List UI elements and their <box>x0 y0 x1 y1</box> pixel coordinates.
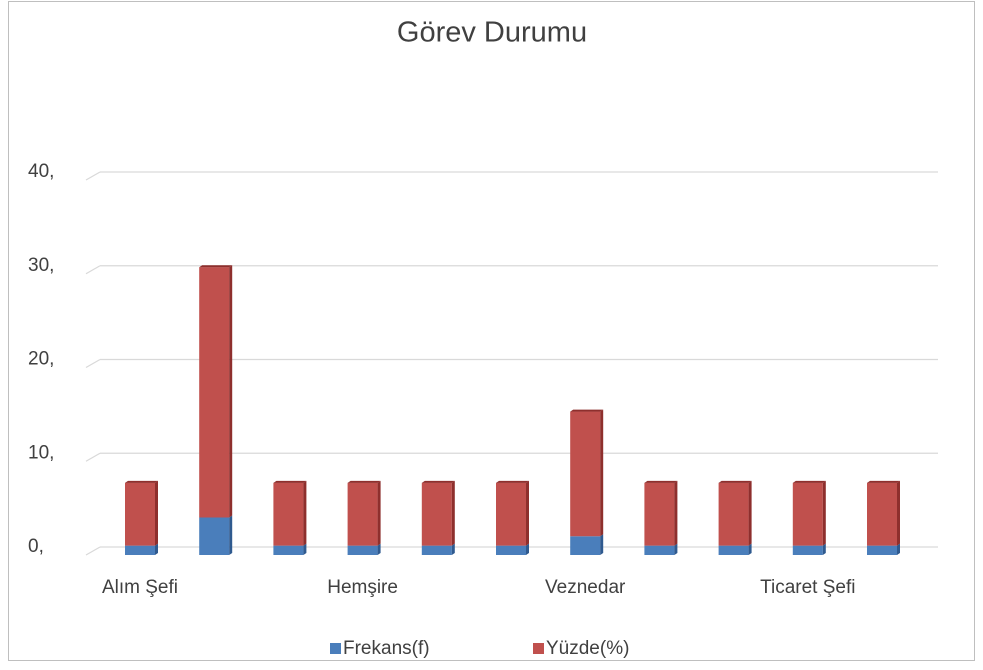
bar-side <box>600 534 604 555</box>
bar-segment <box>718 545 749 555</box>
bar-segment <box>199 517 230 555</box>
chart-frame <box>8 1 975 661</box>
grid-depth <box>85 546 101 556</box>
bar-segment <box>421 545 452 555</box>
bar-segment <box>570 536 601 555</box>
bar-side <box>377 480 381 546</box>
bar-side <box>526 543 529 555</box>
bar-segment <box>199 267 230 518</box>
bar-segment <box>273 482 304 546</box>
chart-title: Görev Durumu <box>397 17 587 49</box>
bar-segment <box>496 482 526 546</box>
bar-segment <box>644 545 675 555</box>
bar-side <box>229 265 233 518</box>
bar-side <box>674 543 678 555</box>
bar-segment <box>421 482 452 546</box>
y-tick-label: 10, <box>28 442 54 463</box>
bar-top <box>867 480 900 483</box>
bar-segment <box>792 482 823 546</box>
x-tick-label: Veznedar <box>545 577 626 598</box>
x-tick-label: Ticaret Şefi <box>760 577 855 598</box>
bar-top <box>644 480 678 483</box>
bar-top <box>199 265 233 268</box>
legend-label: Yüzde(%) <box>546 638 629 659</box>
bar-top <box>718 480 752 483</box>
bar-side <box>155 480 158 546</box>
x-tick-label: Hemşire <box>327 577 398 598</box>
bar-segment <box>496 545 526 555</box>
bar-top <box>421 480 455 483</box>
bar-segment <box>570 411 601 537</box>
bar-top <box>570 409 604 412</box>
bar-top <box>347 480 381 483</box>
bar-segment <box>125 482 155 546</box>
bar-side <box>451 480 455 546</box>
legend-label: Frekans(f) <box>343 638 430 659</box>
bar-segment <box>718 482 749 546</box>
bar-segment <box>644 482 675 546</box>
bar-side <box>229 515 233 555</box>
grid-depth <box>85 358 101 369</box>
bar-side <box>377 543 381 555</box>
bar-side <box>451 543 455 555</box>
legend-swatch <box>533 643 544 654</box>
bar-side <box>748 543 752 555</box>
bar-segment <box>867 482 897 546</box>
bar-segment <box>125 545 155 555</box>
y-tick-label: 0, <box>28 536 44 557</box>
grid-depth <box>85 265 101 275</box>
bar-side <box>897 480 900 546</box>
bar-top <box>792 480 826 483</box>
bar-side <box>155 543 158 555</box>
bar-side <box>303 480 307 546</box>
bar-segment <box>867 545 897 555</box>
bar-segment <box>347 482 378 546</box>
bar-side <box>526 480 529 546</box>
grid-depth <box>85 171 101 181</box>
bar-segment <box>347 545 378 555</box>
grid-depth <box>85 452 101 462</box>
bar-top <box>273 480 307 483</box>
y-tick-label: 30, <box>28 255 54 276</box>
y-tick-label: 20, <box>28 349 54 370</box>
bar-side <box>600 409 604 537</box>
y-tick-label: 40, <box>28 161 54 182</box>
bar-side <box>303 543 307 555</box>
bar-side <box>822 480 826 546</box>
bar-side <box>674 480 678 546</box>
bar-side <box>897 543 900 555</box>
bar-top <box>496 480 529 483</box>
bar-segment <box>273 545 304 555</box>
legend-swatch <box>330 643 341 654</box>
bar-side <box>748 480 752 546</box>
bar-top <box>125 480 158 483</box>
x-tick-label: Alım Şefi <box>102 577 178 598</box>
bar-side <box>822 543 826 555</box>
bar-segment <box>792 545 823 555</box>
